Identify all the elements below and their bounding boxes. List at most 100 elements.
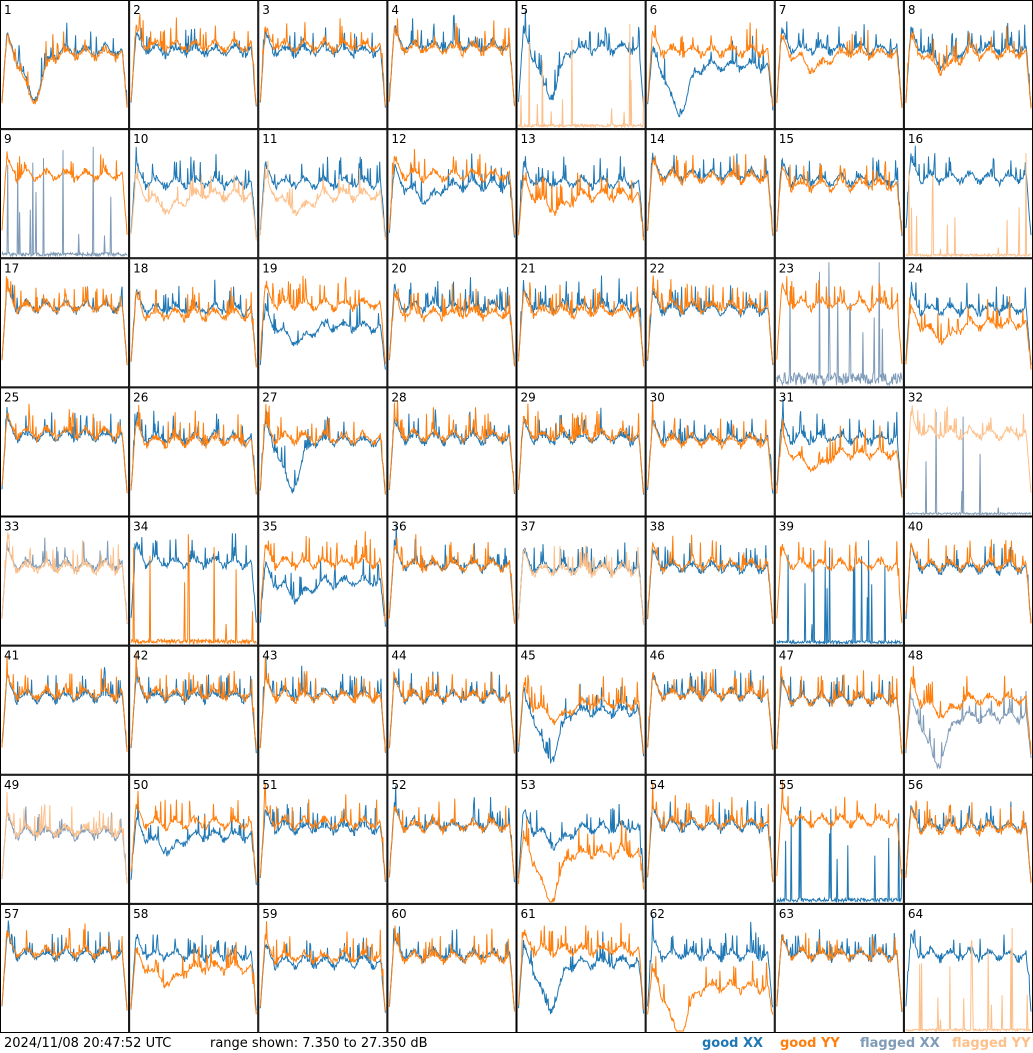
panel-36: 36 bbox=[387, 516, 517, 646]
series-xx-flagged bbox=[905, 411, 1032, 517]
series-yy-good bbox=[776, 161, 903, 235]
panel-number: 15 bbox=[779, 132, 794, 146]
panel-frame bbox=[387, 903, 517, 1033]
panel-frame bbox=[903, 387, 1033, 517]
series-yy-good bbox=[647, 22, 774, 107]
panel-number: 64 bbox=[908, 907, 923, 921]
panel-number: 45 bbox=[521, 649, 536, 663]
series-xx-good bbox=[130, 934, 257, 1011]
panel-61: 61 bbox=[516, 903, 646, 1033]
panel-number: 32 bbox=[908, 390, 923, 404]
panel-frame bbox=[903, 129, 1033, 259]
panel-54: 54 bbox=[645, 774, 775, 904]
panel-number: 40 bbox=[908, 520, 923, 534]
series-xx-good bbox=[130, 803, 257, 886]
panel-frame bbox=[903, 903, 1033, 1033]
panel-number: 25 bbox=[4, 390, 19, 404]
series-xx-good bbox=[1, 920, 128, 1011]
series-yy-good bbox=[647, 399, 774, 490]
panel-frame bbox=[129, 774, 259, 904]
panel-frame bbox=[387, 258, 517, 388]
series-xx-good bbox=[388, 926, 515, 1010]
panel-frame bbox=[258, 645, 388, 775]
panel-frame bbox=[0, 387, 130, 517]
series-xx-good bbox=[130, 146, 257, 238]
panel-frame bbox=[0, 258, 130, 388]
panel-number: 10 bbox=[133, 132, 148, 146]
panel-48: 48 bbox=[903, 645, 1033, 775]
panel-number: 22 bbox=[650, 261, 665, 275]
series-yy-good bbox=[1, 151, 128, 235]
panel-number: 38 bbox=[650, 520, 665, 534]
series-xx-good bbox=[259, 559, 386, 627]
series-xx-good bbox=[1, 406, 128, 494]
series-yy-good bbox=[388, 798, 515, 879]
panel-13: 13 bbox=[516, 129, 646, 259]
panel-number: 61 bbox=[521, 907, 536, 921]
panel-frame bbox=[129, 258, 259, 388]
series-yy-good bbox=[647, 154, 774, 236]
panel-frame bbox=[129, 0, 259, 130]
series-yy-good bbox=[388, 148, 515, 235]
panel-number: 62 bbox=[650, 907, 665, 921]
panel-number: 31 bbox=[779, 390, 794, 404]
series-yy-flagged bbox=[518, 23, 645, 129]
series-yy-good bbox=[905, 665, 1032, 754]
panel-24: 24 bbox=[903, 258, 1033, 388]
panel-34: 34 bbox=[129, 516, 259, 646]
panel-40: 40 bbox=[903, 516, 1033, 646]
panel-number: 26 bbox=[133, 390, 148, 404]
series-yy-flagged bbox=[259, 160, 386, 240]
panel-number: 30 bbox=[650, 390, 665, 404]
series-yy-good bbox=[130, 651, 257, 750]
series-xx-good bbox=[259, 292, 386, 370]
series-xx-good bbox=[518, 156, 645, 237]
panel-56: 56 bbox=[903, 774, 1033, 904]
panel-number: 57 bbox=[4, 907, 19, 921]
series-xx-good bbox=[518, 10, 645, 107]
panel-frame bbox=[129, 645, 259, 775]
series-yy-good bbox=[388, 670, 515, 754]
panel-number: 21 bbox=[521, 261, 536, 275]
panel-25: 25 bbox=[0, 387, 130, 517]
panel-58: 58 bbox=[129, 903, 259, 1033]
series-xx-good bbox=[259, 937, 386, 1013]
panel-18: 18 bbox=[129, 258, 259, 388]
panel-number: 13 bbox=[521, 132, 536, 146]
series-yy-good bbox=[130, 941, 257, 1015]
series-yy-good bbox=[905, 25, 1032, 109]
panel-number: 56 bbox=[908, 778, 923, 792]
panel-50: 50 bbox=[129, 774, 259, 904]
panel-number: 47 bbox=[779, 649, 794, 663]
panel-number: 3 bbox=[262, 3, 270, 17]
series-yy-good bbox=[1, 403, 128, 494]
series-yy-good bbox=[388, 534, 515, 624]
series-xx-good bbox=[647, 418, 774, 494]
panel-number: 48 bbox=[908, 649, 923, 663]
series-xx-good bbox=[647, 285, 774, 365]
series-xx-good bbox=[388, 153, 515, 238]
series-yy-good bbox=[647, 956, 774, 1032]
panel-62: 62 bbox=[645, 903, 775, 1033]
panel-number: 11 bbox=[262, 132, 277, 146]
series-xx-good bbox=[905, 145, 1032, 236]
panel-11: 11 bbox=[258, 129, 388, 259]
panel-frame bbox=[774, 0, 904, 130]
series-xx-good bbox=[647, 152, 774, 236]
panel-number: 59 bbox=[262, 907, 277, 921]
panel-frame bbox=[387, 516, 517, 646]
series-xx-good bbox=[776, 21, 903, 106]
panel-frame bbox=[903, 645, 1033, 775]
panel-55: 55 bbox=[774, 774, 904, 904]
panel-frame bbox=[516, 0, 646, 130]
series-yy-good bbox=[388, 18, 515, 107]
panel-frame bbox=[516, 774, 646, 904]
panel-frame bbox=[258, 774, 388, 904]
panel-frame bbox=[516, 516, 646, 646]
panel-57: 57 bbox=[0, 903, 130, 1033]
series-yy-flagged bbox=[905, 152, 1032, 258]
panel-46: 46 bbox=[645, 645, 775, 775]
series-xx-flagged bbox=[1, 537, 128, 624]
panel-8: 8 bbox=[903, 0, 1033, 130]
